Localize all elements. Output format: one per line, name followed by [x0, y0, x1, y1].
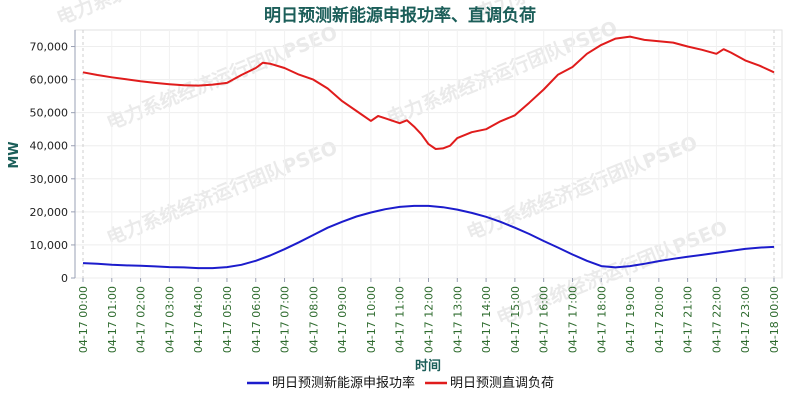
x-axis-label: 时间	[415, 358, 441, 374]
x-tick-label: 04-17 13:00	[451, 286, 464, 353]
x-tick-label: 04-17 06:00	[250, 286, 263, 353]
x-tick-label: 04-17 20:00	[653, 286, 666, 353]
legend-label-2[interactable]: 明日预测直调负荷	[450, 376, 554, 391]
x-tick-label: 04-17 15:00	[509, 286, 522, 353]
series-line-1	[82, 204, 775, 270]
y-tick-label: 0	[61, 272, 68, 285]
y-tick-label: 40,000	[30, 140, 69, 153]
x-tick-label: 04-17 09:00	[336, 286, 349, 353]
x-tick-label: 04-17 18:00	[595, 286, 608, 353]
watermark-layer: 电力系统经济运行团队PSEO 电力系统经济运行团队PSEO 电力系统经济运行团队PS…	[53, 0, 730, 330]
x-tick-label: 04-17 12:00	[423, 286, 436, 353]
x-tick-label: 04-17 23:00	[739, 286, 752, 353]
x-tick-label: 04-17 19:00	[624, 286, 637, 353]
y-tick-label: 70,000	[30, 41, 69, 54]
series-line-2	[82, 35, 775, 150]
watermark-text: 电力系统经济运行团队PSEO	[53, 0, 290, 30]
watermark-text: 电力系统经济运行团队PSEO	[463, 131, 700, 245]
x-tick-label: 04-17 14:00	[480, 286, 493, 353]
x-tick-label: 04-17 07:00	[279, 286, 292, 353]
x-axis-ticks: 04-17 00:00 04-17 01:00 04-17 02:00 04-17 0…	[77, 278, 781, 353]
y-tick-label: 50,000	[30, 107, 69, 120]
x-tick-label: 04-17 10:00	[365, 286, 378, 353]
x-tick-label: 04-17 02:00	[135, 286, 148, 353]
y-tick-label: 30,000	[30, 173, 69, 186]
x-tick-label: 04-17 21:00	[682, 286, 695, 353]
y-axis-label: MW	[7, 141, 22, 168]
series-layer	[82, 35, 775, 270]
x-tick-label: 04-17 04:00	[192, 286, 205, 353]
x-tick-label: 04-17 01:00	[106, 286, 119, 353]
x-tick-label: 04-17 05:00	[221, 286, 234, 353]
y-tick-label: 60,000	[30, 74, 69, 87]
watermark-text: 电力系统经济运行团队PSEO	[103, 136, 340, 250]
legend-label-1[interactable]: 明日预测新能源申报功率	[272, 375, 415, 391]
x-tick-label: 04-18 00:00	[768, 286, 781, 353]
legend[interactable]: 明日预测新能源申报功率 明日预测直调负荷	[247, 375, 554, 391]
x-tick-label: 04-17 16:00	[538, 286, 551, 353]
y-tick-label: 10,000	[30, 239, 69, 252]
x-tick-label: 04-17 00:00	[77, 286, 90, 353]
x-tick-label: 04-17 08:00	[307, 286, 320, 353]
x-tick-label: 04-17 17:00	[566, 286, 579, 353]
x-tick-label: 04-17 11:00	[394, 286, 407, 353]
x-tick-label: 04-17 22:00	[710, 286, 723, 353]
y-axis-ticks: 0 10,000 20,000 30,000 40,000 50,000 60,000 70,…	[30, 41, 75, 285]
y-tick-label: 20,000	[30, 206, 69, 219]
chart-title: 明日预测新能源申报功率、直调负荷	[264, 5, 536, 26]
x-tick-label: 04-17 03:00	[163, 286, 176, 353]
